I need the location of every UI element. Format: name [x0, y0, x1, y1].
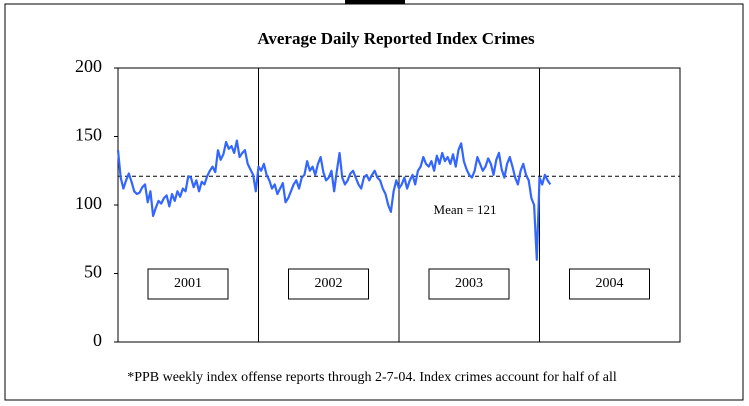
year-box — [428, 268, 510, 300]
footnote: *PPB weekly index offense reports throug… — [127, 370, 617, 385]
year-label: 2004 — [596, 276, 624, 291]
y-tick-label: 200 — [75, 56, 102, 76]
y-tick-label: 0 — [93, 330, 102, 350]
year-box — [569, 268, 650, 300]
series-line — [116, 139, 552, 261]
year-label: 2001 — [174, 276, 202, 291]
y-tick-label: 100 — [75, 193, 102, 213]
mean-label: Mean = 121 — [434, 202, 497, 217]
year-box — [288, 268, 369, 300]
chart-title: Average Daily Reported Index Crimes — [257, 29, 535, 48]
year-box — [147, 268, 229, 300]
cut-title — [345, 0, 405, 4]
y-tick-label: 50 — [84, 262, 102, 282]
frame — [4, 3, 744, 401]
year-label: 2003 — [455, 276, 483, 291]
year-label: 2002 — [315, 276, 343, 291]
y-tick-label: 150 — [75, 125, 102, 145]
